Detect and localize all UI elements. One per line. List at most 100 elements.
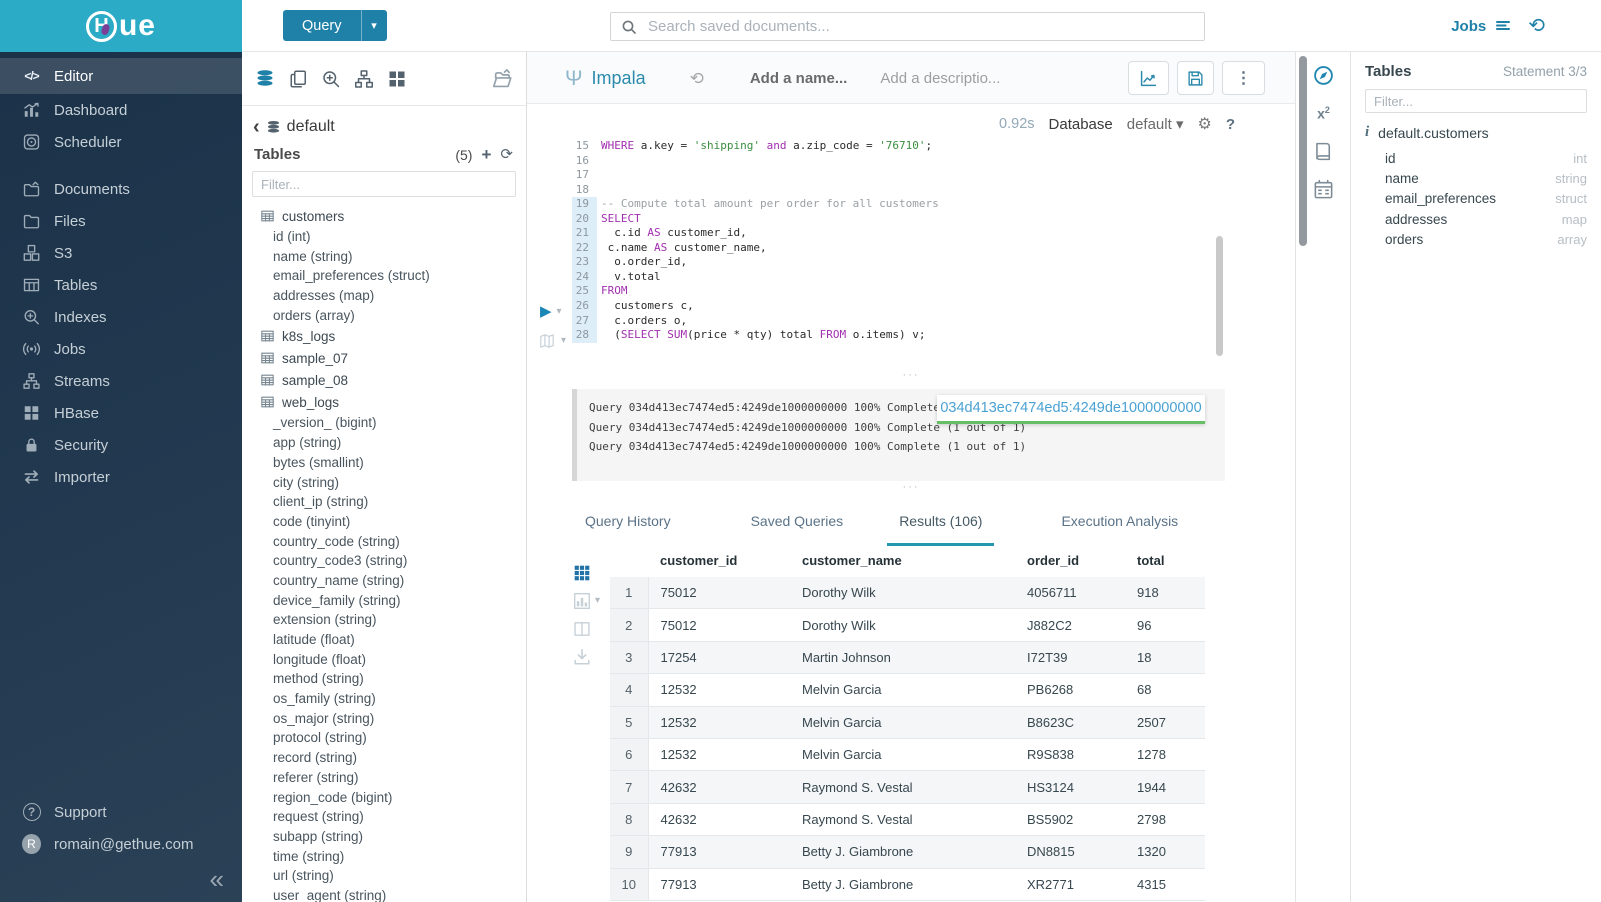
superscript-icon[interactable]: x2 (1317, 105, 1330, 122)
gear-icon[interactable]: ⚙ (1197, 116, 1212, 133)
query-id-tooltip[interactable]: 034d413ec7474ed5:4249de1000000000 (937, 395, 1205, 424)
tab-query-history[interactable]: Query History (585, 512, 671, 529)
tab-saved-queries[interactable]: Saved Queries (750, 512, 844, 529)
query-description-field[interactable]: Add a descriptio... (880, 69, 1001, 87)
results-row[interactable]: 10 77913 Betty J. Giambrone XR2771 4315 (610, 868, 1205, 901)
tree-table-web-logs[interactable]: web_logs (252, 391, 526, 413)
results-row[interactable]: 9 77913 Betty J. Giambrone DN8815 1320 (610, 835, 1205, 869)
tree-column[interactable]: orders (array) (273, 307, 355, 323)
tree-column[interactable]: device_family (string) (273, 592, 401, 608)
active-table-row[interactable]: i default.customers (1365, 124, 1587, 141)
sidebar-item-indexes[interactable]: Indexes (0, 301, 242, 333)
tree-column[interactable]: latitude (float) (273, 632, 355, 647)
results-row[interactable]: 4 12532 Melvin Garcia PB6268 68 (610, 673, 1205, 707)
tree-column[interactable]: os_family (string) (273, 691, 376, 707)
tree-column[interactable]: name (string) (273, 248, 353, 264)
sidebar-item-dashboard[interactable]: Dashboard (0, 94, 242, 126)
chart-button[interactable] (1128, 61, 1169, 95)
tree-column[interactable]: url (string) (273, 868, 334, 884)
results-row[interactable]: 2 75012 Dorothy Wilk J882C2 96 (610, 608, 1205, 642)
tree-column[interactable]: addresses (map) (273, 288, 375, 304)
columns-icon[interactable] (573, 620, 592, 638)
tree-column[interactable]: country_name (string) (273, 572, 405, 588)
tree-table-sample-08[interactable]: sample_08 (252, 369, 526, 391)
tree-column[interactable]: record (string) (273, 750, 358, 766)
tree-column[interactable]: referer (string) (273, 769, 359, 785)
results-row[interactable]: 8 42632 Raymond S. Vestal BS5902 2798 (610, 803, 1205, 837)
tree-column[interactable]: time (string) (273, 848, 345, 864)
query-caret-down-icon[interactable]: ▾ (360, 10, 387, 41)
sidebar-item-hbase[interactable]: HBase (0, 397, 242, 429)
sidebar-collapse-button[interactable]: « (209, 864, 224, 894)
tree-column[interactable]: longitude (float) (273, 651, 367, 667)
database-dropdown[interactable]: default ▾ (1126, 116, 1184, 133)
tree-column[interactable]: bytes (smallint) (273, 454, 364, 470)
jobs-link[interactable]: Jobs (1451, 18, 1512, 35)
resize-handle[interactable]: ··· (902, 369, 920, 381)
sidebar-item-editor[interactable]: </> Editor (0, 58, 242, 94)
results-row[interactable]: 5 12532 Melvin Garcia B8623C 2507 (610, 706, 1205, 739)
main-scrollbar[interactable] (1299, 56, 1307, 246)
copy-icon[interactable] (288, 69, 308, 89)
tree-column[interactable]: client_ip (string) (273, 494, 369, 510)
explain-button[interactable]: ▾ (538, 333, 566, 349)
add-table-button[interactable]: + (481, 145, 492, 164)
sitemap-icon[interactable] (354, 69, 374, 89)
search-input[interactable] (646, 17, 1194, 36)
compass-icon[interactable] (1313, 65, 1334, 86)
sql-code-editor[interactable]: 15 WHERE a.key = 'shipping' and a.zip_cod… (527, 139, 1267, 343)
resize-handle[interactable]: ··· (902, 481, 920, 493)
results-row[interactable]: 3 17254 Martin Johnson I72T39 18 (610, 641, 1205, 675)
save-button[interactable] (1177, 61, 1214, 95)
right-assist-filter-input[interactable] (1365, 89, 1587, 113)
right-assist-column-name[interactable]: name string (1365, 168, 1587, 188)
right-assist-column-id[interactable]: id int (1365, 148, 1587, 168)
sidebar-item-s3[interactable]: S3 (0, 237, 242, 269)
tree-column[interactable]: extension (string) (273, 612, 377, 628)
sidebar-item-importer[interactable]: Importer (0, 461, 242, 493)
tab-execution-analysis[interactable]: Execution Analysis (1061, 512, 1179, 529)
tree-column[interactable]: method (string) (273, 671, 364, 687)
calendar-icon[interactable] (1313, 179, 1334, 200)
right-assist-column-email-preferences[interactable]: email_preferences struct (1365, 189, 1587, 209)
sidebar-footer-support[interactable]: ? Support (0, 796, 242, 828)
tree-table-k8s-logs[interactable]: k8s_logs (252, 325, 526, 347)
folder-open-icon[interactable] (491, 68, 513, 90)
database-name[interactable]: default (286, 118, 335, 135)
results-row[interactable]: 1 75012 Dorothy Wilk 4056711 918 (610, 577, 1205, 610)
database-icon[interactable] (255, 69, 275, 89)
tables-filter-input[interactable] (252, 171, 516, 197)
query-name-field[interactable]: Add a name... (749, 69, 848, 87)
sidebar-item-documents[interactable]: Documents (0, 173, 242, 205)
tree-column[interactable]: city (string) (273, 474, 340, 490)
results-column-header[interactable]: order_id (1027, 553, 1080, 568)
tree-column[interactable]: protocol (string) (273, 730, 367, 746)
tab-results-106-[interactable]: Results (106) (887, 498, 995, 546)
tree-table-sample-07[interactable]: sample_07 (252, 347, 526, 369)
book-icon[interactable] (1313, 141, 1334, 162)
tree-column[interactable]: request (string) (273, 809, 364, 825)
tree-column[interactable]: subapp (string) (273, 828, 364, 844)
tree-column[interactable]: os_major (string) (273, 710, 375, 726)
tree-column[interactable]: email_preferences (struct) (273, 268, 430, 284)
sidebar-item-security[interactable]: Security (0, 429, 242, 461)
tree-column[interactable]: app (string) (273, 435, 342, 451)
new-query-button[interactable]: Query ▾ (283, 10, 387, 41)
grid-icon[interactable] (387, 69, 407, 89)
help-icon[interactable]: ? (1225, 115, 1235, 133)
bar-chart-icon[interactable]: ▾ (573, 592, 600, 610)
engine-name[interactable]: Impala (591, 67, 646, 88)
results-row[interactable]: 7 42632 Raymond S. Vestal HS3124 1944 (610, 770, 1205, 804)
execute-button[interactable]: ▶ ▾ (540, 304, 562, 319)
back-chevron-icon[interactable]: ‹ (253, 116, 260, 138)
tree-column[interactable]: code (tinyint) (273, 513, 351, 529)
tree-column[interactable]: region_code (bigint) (273, 789, 393, 805)
tree-table-customers[interactable]: customers (252, 205, 526, 227)
right-assist-column-orders[interactable]: orders array (1365, 229, 1587, 249)
query-history-icon[interactable]: ⟲ (689, 68, 704, 88)
sidebar-item-scheduler[interactable]: Scheduler (0, 126, 242, 158)
tree-column[interactable]: _version_ (bigint) (273, 415, 377, 431)
hue-logo[interactable]: H ue (0, 0, 242, 52)
kebab-button[interactable]: ⋮ (1222, 61, 1265, 95)
